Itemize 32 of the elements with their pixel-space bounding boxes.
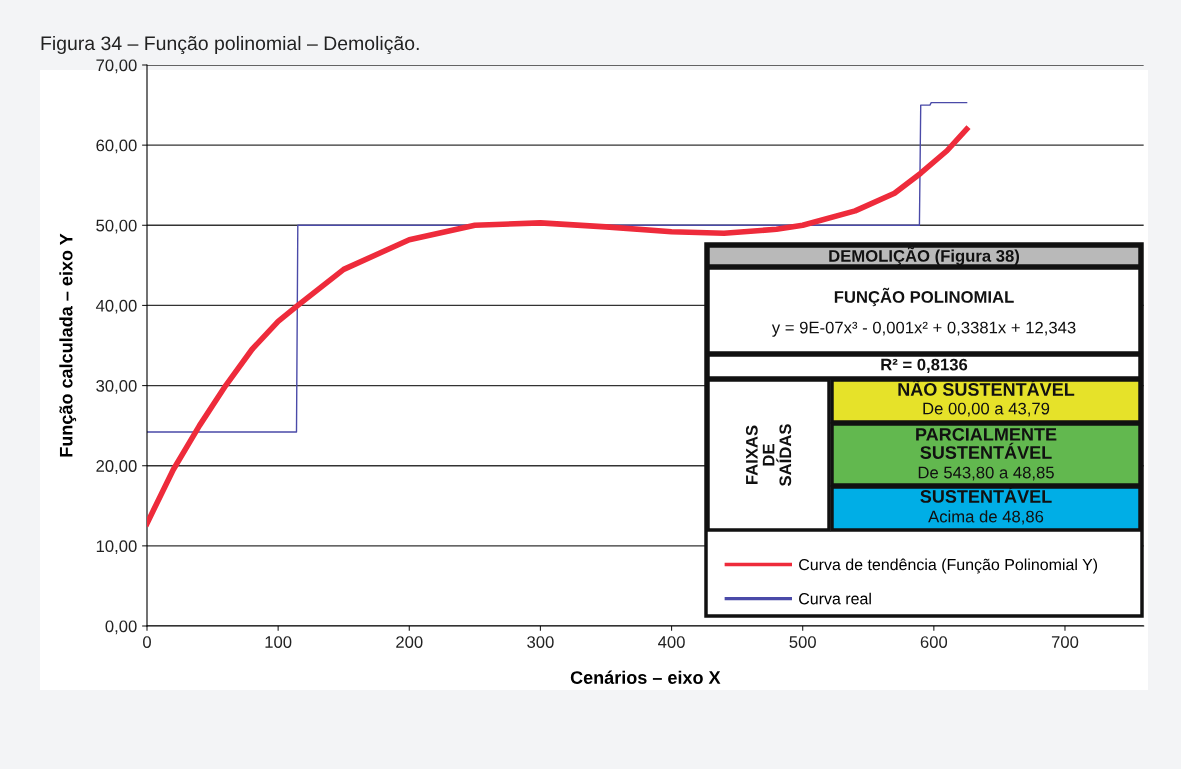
annotation: PARCIALMENTE SUSTENTÁVEL	[916, 427, 1057, 459]
annotation: Acima de 48,86	[928, 510, 1044, 525]
annotation: FUNÇÃO POLINOMIAL	[834, 287, 1014, 307]
legend-label: Curva real	[799, 592, 871, 605]
annotation: y = 9E-07x³ - 0,001x² + 0,3381x + 12,343	[771, 321, 1076, 337]
y-tick-label: 10,00	[96, 540, 137, 555]
y-tick-label: 70,00	[96, 59, 137, 74]
annotation: De 543,80 a 48,85	[918, 466, 1054, 481]
y-tick-label: 30,00	[96, 379, 137, 394]
x-tick-label: 300	[527, 636, 554, 648]
chart-title: Figura 34 – Função polinomial – Demolição.	[41, 35, 419, 55]
legend-label: Curva de tendência (Função Polinomial Y)	[799, 558, 1098, 574]
x-axis-title: Cenários – eixo X	[570, 670, 721, 684]
annotation: R² = 0,8136	[881, 358, 968, 373]
y-axis-title: Função calculada – eixo Y	[59, 233, 77, 457]
annotation: NÃO SUSTENTÁVEL	[898, 379, 1075, 396]
x-tick-label: 400	[658, 636, 685, 648]
y-tick-label: 40,00	[95, 299, 137, 314]
annotation: DEMOLIÇÃO (Figura 38)	[829, 246, 1020, 266]
annotation: SUSTENTÁVEL	[920, 486, 1052, 503]
x-tick-label: 0	[143, 636, 151, 648]
x-tick-label: 500	[789, 636, 816, 648]
x-tick-label: 600	[920, 636, 948, 648]
x-tick-label: 700	[1051, 636, 1079, 648]
x-tick-label: 200	[396, 636, 423, 648]
y-tick-label: 20,00	[96, 460, 137, 474]
y-tick-label: 60,00	[96, 139, 137, 154]
x-tick-label: 100	[265, 636, 292, 648]
y-tick-label: 50,00	[96, 219, 137, 234]
annotation: De 00,00 a 43,79	[923, 402, 1050, 417]
y-tick-label: 0,00	[105, 620, 137, 635]
annotation: FAIXAS DE SAÍDAS	[745, 424, 792, 487]
